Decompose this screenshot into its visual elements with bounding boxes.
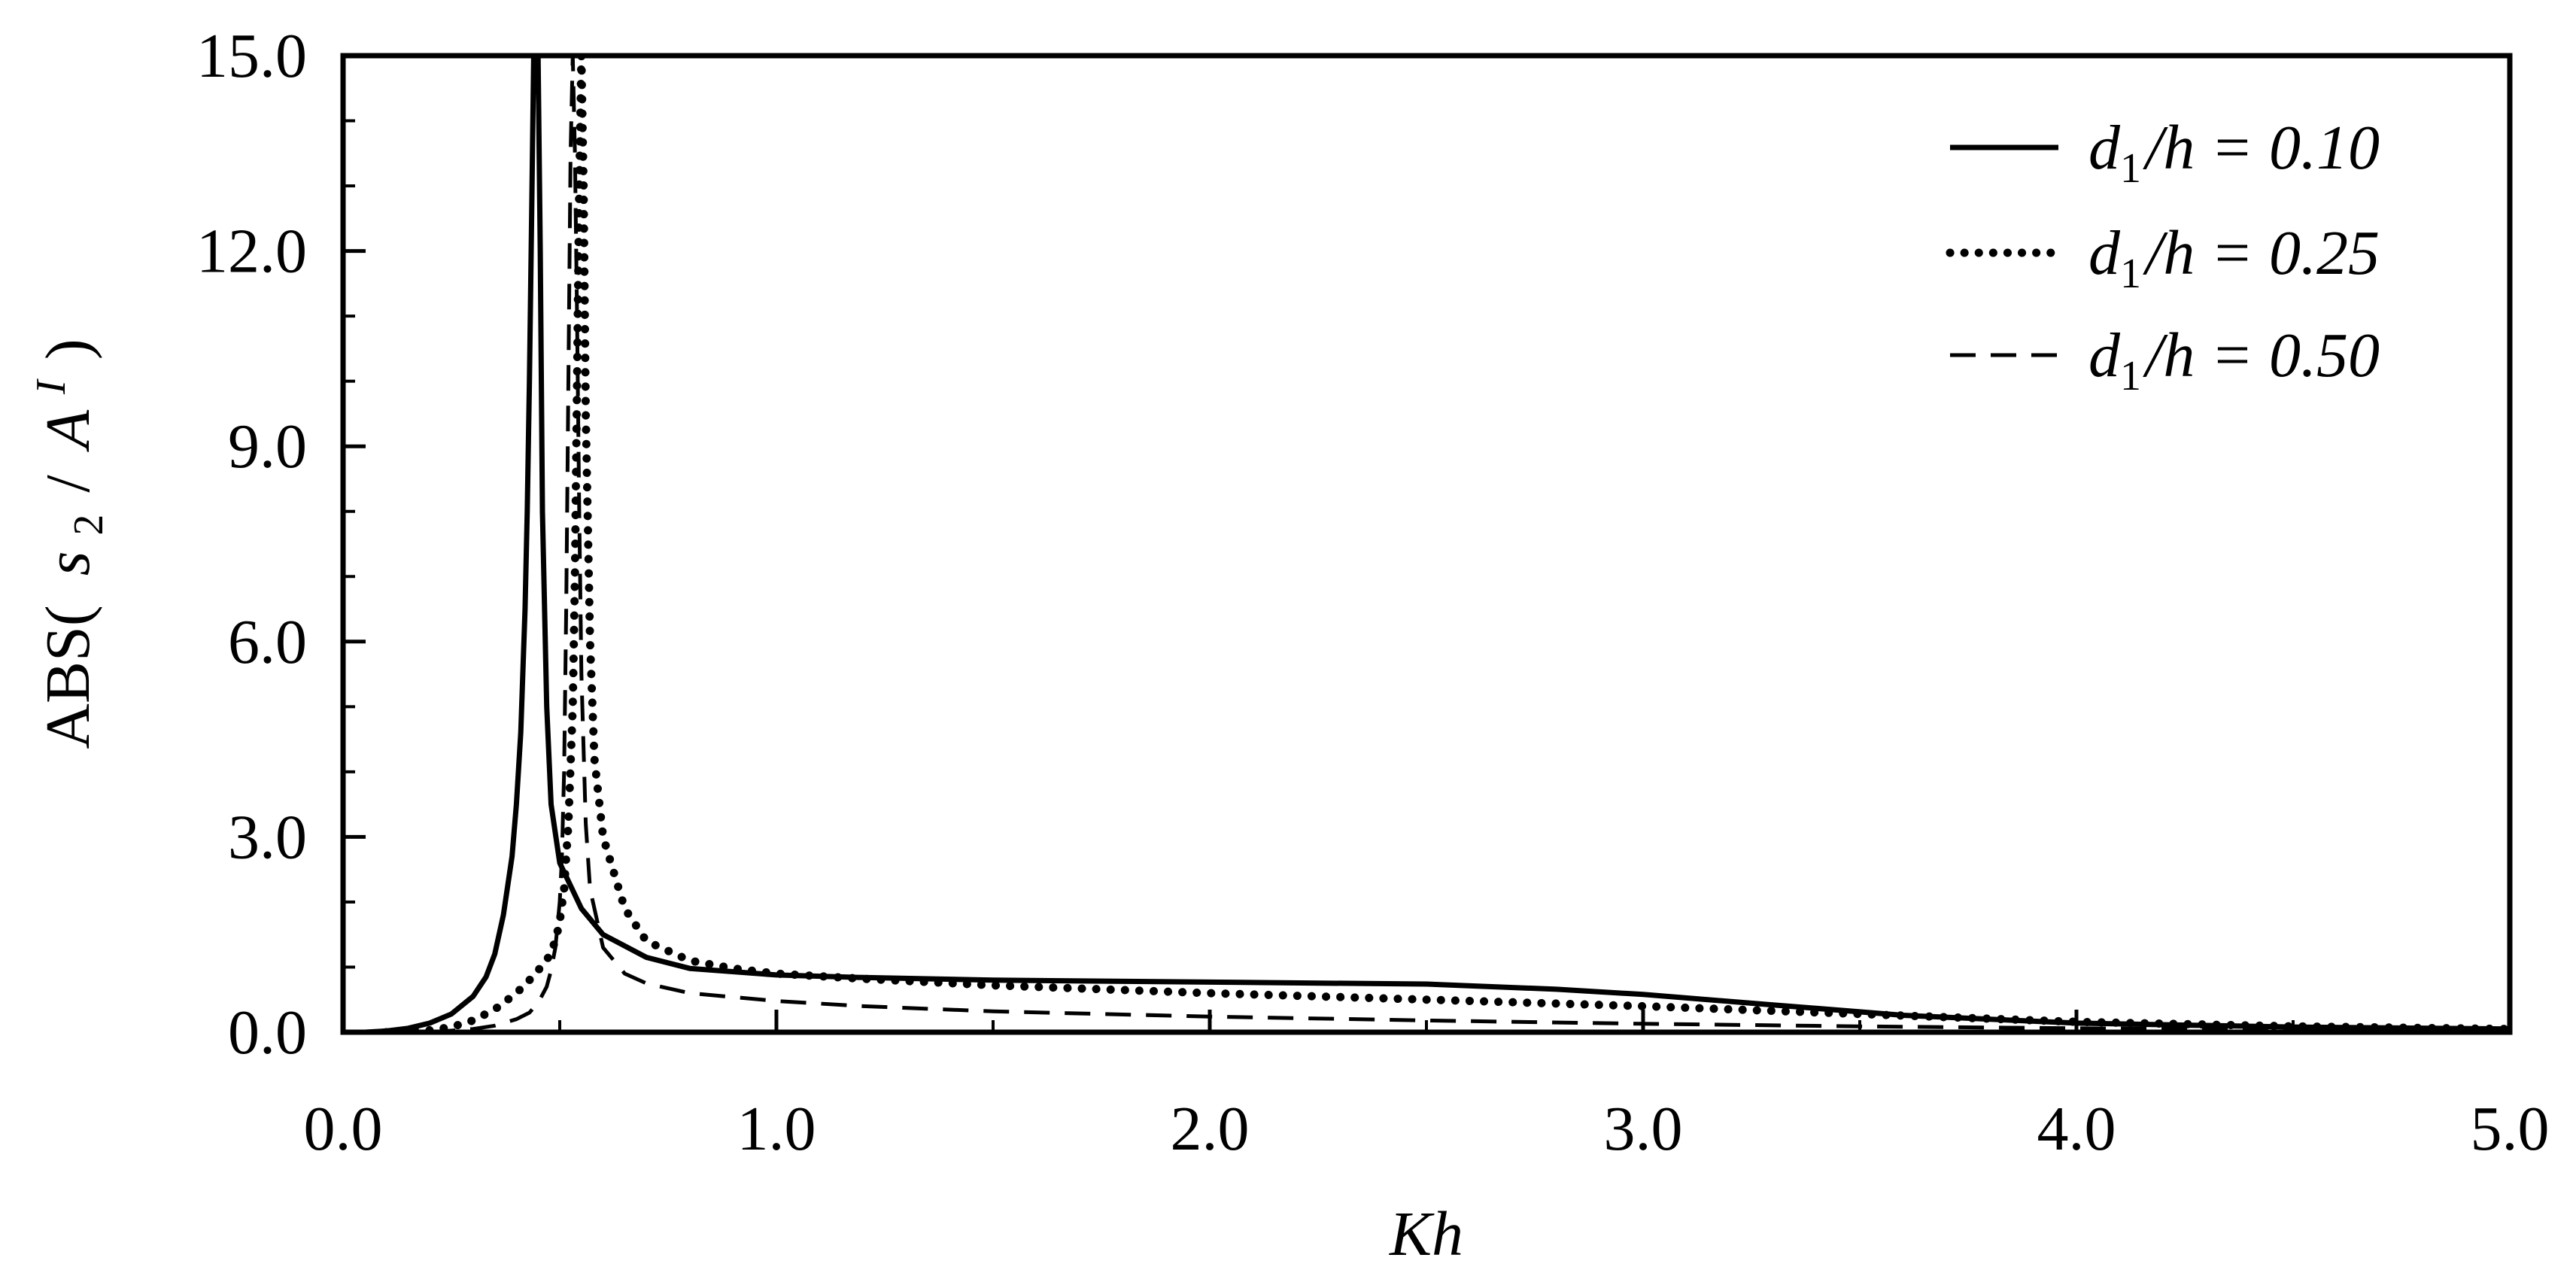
x-tick-label: 1.0 xyxy=(737,1094,816,1164)
legend-label-sub: 1 xyxy=(2120,145,2141,192)
legend-label-1: d1/h = 0.10 xyxy=(2088,113,2380,192)
legend-label-sub: 1 xyxy=(2120,251,2141,297)
y-axis-label-s: s xyxy=(33,551,103,576)
y-axis-label-sup: I xyxy=(28,378,74,395)
y-axis-label-prefix: ABS( xyxy=(33,605,103,749)
x-tick-label: 0.0 xyxy=(304,1094,383,1164)
legend-label-rest: /h = 0.25 xyxy=(2143,218,2380,288)
y-axis-label-slash: / xyxy=(33,475,103,493)
series-line-2 xyxy=(382,56,2510,1032)
y-axis-label-sub: 2 xyxy=(65,515,112,536)
y-tick-label: 9.0 xyxy=(228,412,307,481)
x-tick-label: 4.0 xyxy=(2037,1094,2116,1164)
y-tick-label: 15.0 xyxy=(196,21,307,91)
series-line-1 xyxy=(364,56,2510,1032)
series-layer xyxy=(364,56,2510,1032)
x-axis-label: Kh xyxy=(1389,1199,1463,1269)
y-tick-labels: 0.0 3.0 6.0 9.0 12.0 15.0 xyxy=(196,21,307,1068)
plot-frame xyxy=(340,53,2513,1035)
y-axis-label: ABS( s 2 / A I ) xyxy=(9,339,117,749)
y-tick-label: 0.0 xyxy=(228,998,307,1068)
x-tick-labels: 0.0 1.0 2.0 3.0 4.0 5.0 xyxy=(304,1094,2550,1164)
legend-label-2: d1/h = 0.25 xyxy=(2088,218,2380,297)
legend-label-d: d xyxy=(2088,320,2121,390)
series-line-3 xyxy=(430,56,2510,1032)
x-tick-label: 3.0 xyxy=(1604,1094,1683,1164)
y-tick-label: 3.0 xyxy=(228,802,307,872)
x-tick-label: 2.0 xyxy=(1171,1094,1250,1164)
legend-label-rest: /h = 0.10 xyxy=(2143,113,2380,183)
y-axis-label-a: A xyxy=(33,409,103,452)
legend-label-rest: /h = 0.50 xyxy=(2143,320,2380,390)
x-tick-label: 5.0 xyxy=(2471,1094,2550,1164)
legend-label-3: d1/h = 0.50 xyxy=(2088,320,2380,399)
y-tick-label: 6.0 xyxy=(228,607,307,677)
y-axis-label-suffix: ) xyxy=(33,339,103,360)
legend-label-d: d xyxy=(2088,218,2121,288)
legend-label-d: d xyxy=(2088,113,2121,183)
legend-label-sub: 1 xyxy=(2120,353,2141,399)
y-tick-label: 12.0 xyxy=(196,217,307,287)
